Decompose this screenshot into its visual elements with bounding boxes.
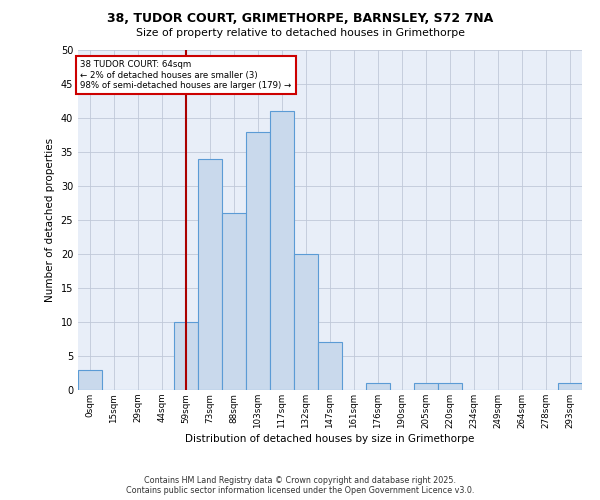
Bar <box>367 383 389 390</box>
Y-axis label: Number of detached properties: Number of detached properties <box>45 138 55 302</box>
Bar <box>295 254 317 390</box>
Bar <box>79 370 101 390</box>
Bar <box>439 383 461 390</box>
X-axis label: Distribution of detached houses by size in Grimethorpe: Distribution of detached houses by size … <box>185 434 475 444</box>
Bar <box>199 159 221 390</box>
Bar <box>559 383 581 390</box>
Text: Contains HM Land Registry data © Crown copyright and database right 2025.
Contai: Contains HM Land Registry data © Crown c… <box>126 476 474 495</box>
Bar <box>319 342 341 390</box>
Bar <box>223 213 245 390</box>
Text: Size of property relative to detached houses in Grimethorpe: Size of property relative to detached ho… <box>136 28 464 38</box>
Text: 38, TUDOR COURT, GRIMETHORPE, BARNSLEY, S72 7NA: 38, TUDOR COURT, GRIMETHORPE, BARNSLEY, … <box>107 12 493 26</box>
Bar <box>247 132 269 390</box>
Bar <box>175 322 197 390</box>
Bar <box>271 111 293 390</box>
Text: 38 TUDOR COURT: 64sqm
← 2% of detached houses are smaller (3)
98% of semi-detach: 38 TUDOR COURT: 64sqm ← 2% of detached h… <box>80 60 292 90</box>
Bar <box>415 383 437 390</box>
